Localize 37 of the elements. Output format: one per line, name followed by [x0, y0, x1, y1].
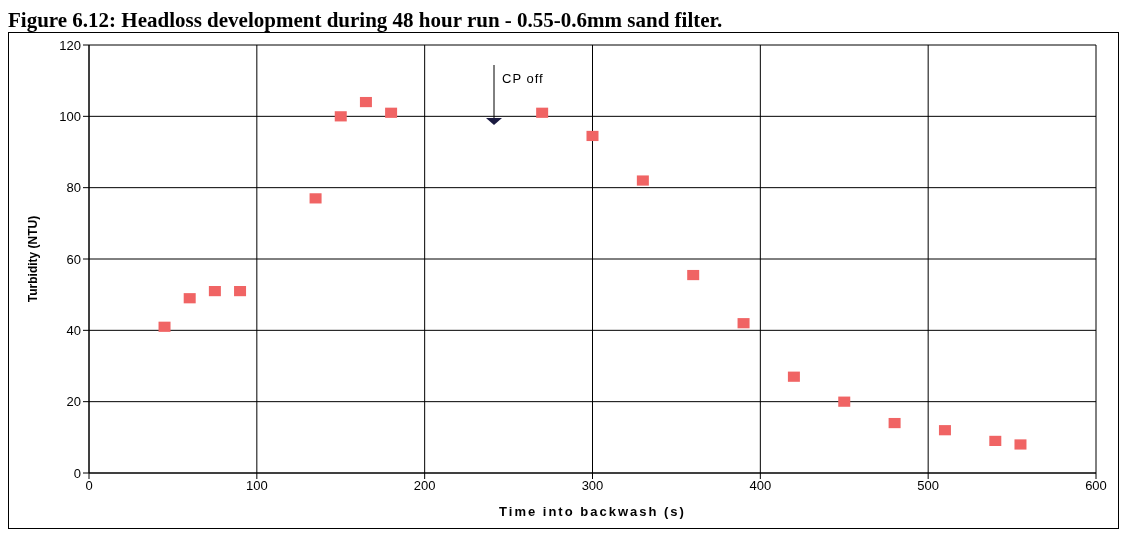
y-tick-label: 40 [66, 322, 81, 338]
x-tick-label: 600 [1085, 478, 1107, 494]
point [158, 321, 171, 332]
point [838, 396, 851, 407]
point [183, 293, 196, 304]
y-tick-label: 100 [59, 108, 81, 124]
point [536, 107, 549, 118]
point [234, 286, 247, 297]
point [989, 435, 1002, 446]
point [359, 96, 372, 108]
point [334, 111, 347, 122]
y-tick-label: 80 [66, 180, 81, 196]
x-tick-label: 500 [917, 478, 940, 494]
x-tick-label: 200 [413, 478, 436, 494]
x-tick-label: 400 [749, 478, 772, 494]
y-tick-label: 20 [66, 394, 81, 410]
point [385, 107, 398, 118]
point [208, 286, 221, 297]
point [586, 130, 599, 142]
x-axis-title: Time into backwash (s) [499, 504, 686, 519]
point [309, 193, 322, 204]
point [1014, 439, 1027, 450]
y-tick-label: 120 [59, 37, 81, 53]
x-tick-label: 100 [245, 478, 268, 494]
y-axis-title: Turbidity (NTU) [26, 215, 41, 303]
x-tick-label: 0 [85, 478, 93, 494]
chart-title: Figure 6.12: Headloss development during 48 hour run - 0.55-0.6mm sand filter. [8, 8, 724, 32]
x-tick-label: 300 [581, 478, 604, 494]
point [787, 371, 800, 382]
point [737, 318, 750, 329]
point [687, 269, 700, 281]
y-tick-label: 60 [66, 251, 81, 267]
y-tick-label: 0 [73, 465, 81, 481]
point [938, 425, 951, 436]
annotation: CP off [502, 71, 544, 86]
point [888, 417, 901, 429]
point [636, 175, 649, 186]
